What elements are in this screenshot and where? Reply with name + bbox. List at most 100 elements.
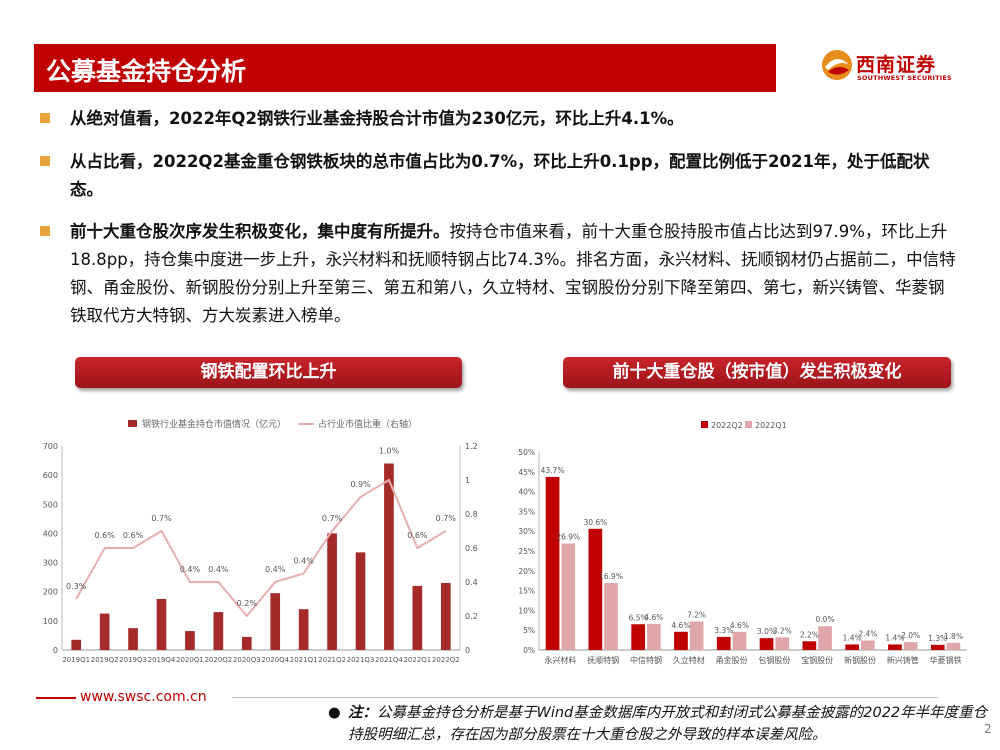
y-left-tick-label: 700: [43, 442, 58, 451]
bar-label-2022q1: 2.0%: [901, 631, 920, 640]
x-tick-label: 2021Q1: [290, 656, 318, 664]
bullet-1: 从绝对值看，2022年Q2钢铁行业基金持股合计市值为230亿元，环比上升4.1%…: [40, 105, 960, 133]
x-tick-label: 2021Q3: [347, 656, 375, 664]
x-tick-label: 2020Q2: [204, 656, 232, 664]
x-tick-label: 2019Q4: [148, 656, 176, 664]
line-data-label: 0.9%: [350, 480, 371, 489]
x-tick-label: 2019Q1: [62, 656, 90, 664]
line-data-label: 0.4%: [293, 557, 314, 566]
x-tick-label: 2020Q4: [261, 656, 289, 664]
x-tick-label: 新兴铸管: [887, 655, 919, 665]
legend-label-bars: 钢铁行业基金持仓市值情况（亿元）: [142, 418, 286, 430]
y-right-tick-label: 0.6: [465, 544, 478, 553]
line-data-label: 0.6%: [123, 531, 144, 540]
bar-2022q2: [631, 624, 645, 650]
line-data-label: 0.2%: [237, 599, 258, 608]
x-tick-label: 2021Q2: [318, 656, 346, 664]
bar-holding-value: [327, 533, 337, 650]
bar-2022q2: [802, 641, 817, 650]
bar-label-2022q1: 3.2%: [773, 626, 792, 635]
logo-subtitle: SOUTHWEST SECURITIES: [857, 74, 952, 82]
bar-2022q2: [716, 636, 731, 650]
bar-holding-value: [440, 582, 451, 650]
bar-label-2022q2: 2.2%: [800, 630, 819, 639]
line-data-label: 0.4%: [265, 565, 286, 574]
y-tick-label: 30%: [518, 527, 535, 536]
bar-2022q1: [604, 583, 618, 650]
bar-holding-value: [213, 612, 224, 650]
bar-label-2022q2: 6.5%: [629, 613, 648, 622]
y-tick-label: 5%: [523, 626, 535, 635]
bar-label-2022q1: 2.4%: [858, 629, 877, 638]
y-right-tick-label: 0.4: [465, 578, 478, 587]
y-left-tick-label: 500: [43, 500, 58, 509]
bullet-1-bold: 从绝对值看，2022年Q2钢铁行业基金持股合计市值为230亿元，环比上升4.1%…: [70, 109, 684, 128]
y-right-tick-label: 1.2: [465, 442, 478, 451]
bar-2022q1: [861, 640, 875, 650]
bar-holding-value: [298, 609, 309, 650]
bar-holding-value: [99, 613, 110, 650]
bar-holding-value: [355, 552, 366, 650]
bar-2022q1: [689, 621, 704, 650]
x-tick-label: 永兴材料: [544, 655, 576, 665]
x-tick-label: 宝钢股份: [801, 655, 833, 665]
bar-2022q1: [903, 642, 918, 650]
bar-2022q1: [647, 623, 661, 650]
bar-2022q2: [545, 476, 560, 650]
page-title: 公募基金持仓分析: [46, 57, 247, 86]
bar-2022q2: [759, 638, 774, 650]
bullet-square-icon: [40, 113, 50, 123]
bar-label-2022q1: 16.9%: [599, 572, 623, 581]
left-chart-title: 钢铁配置环比上升: [75, 357, 462, 388]
y-left-tick-label: 100: [43, 617, 58, 626]
bar-holding-value: [156, 599, 167, 650]
y-right-tick-label: 1: [465, 476, 470, 485]
legend-swatch-bars: [128, 420, 137, 427]
x-tick-label: 久立特材: [673, 655, 705, 665]
x-tick-label: 2022Q1: [403, 656, 431, 664]
y-right-tick-label: 0.8: [465, 510, 478, 519]
line-data-label: 0.4%: [180, 565, 201, 574]
bar-2022q2: [588, 528, 603, 650]
y-left-tick-label: 200: [43, 588, 58, 597]
left-chart: 钢铁行业基金持仓市值情况（亿元） 占行业市值比重（右轴） 0 100 200 300 400…: [43, 418, 478, 664]
note-bullet-icon: ●: [328, 705, 341, 721]
x-tick-label: 抚顺特钢: [587, 655, 619, 665]
right-chart: 2022Q2 2022Q1 0% 5% 10% 15% 20% 25% 30% 35% 40% 45%…: [518, 421, 967, 665]
bar-label-2022q2: 3.0%: [757, 627, 776, 636]
x-tick-label: 甬金股份: [716, 655, 748, 665]
bullet-square-icon: [40, 156, 50, 166]
bar-2022q1: [946, 642, 961, 650]
y-tick-label: 0%: [523, 646, 535, 655]
x-tick-label: 2019Q3: [119, 656, 147, 664]
note-text: 公募基金持仓分析是基于Wind基金数据库内开放式和封闭式公募基金披露的2022年…: [348, 705, 988, 743]
bar-label-2022q1: 4.6%: [730, 621, 749, 630]
y-left-tick-label: 0: [53, 646, 58, 655]
logo-name: 西南证券: [856, 54, 937, 76]
bar-label-2022q2: 4.6%: [671, 621, 690, 630]
y-tick-label: 10%: [518, 606, 535, 615]
line-data-label: 0.7%: [436, 514, 457, 523]
y-tick-label: 15%: [518, 587, 535, 596]
legend-label-q1: 2022Q1: [755, 421, 787, 430]
legend-label-q2: 2022Q2: [711, 421, 743, 430]
bar-label-2022q2: 1.4%: [843, 633, 862, 642]
line-data-label: 1.0%: [379, 446, 400, 455]
bar-holding-value: [384, 463, 394, 650]
bar-label-2022q2: 1.3%: [928, 634, 947, 643]
x-tick-label: 中信特钢: [630, 655, 662, 665]
bar-holding-value: [241, 636, 252, 650]
legend-label-line: 占行业市值比重（右轴）: [318, 418, 417, 430]
bar-holding-value: [185, 631, 195, 650]
y-left-tick-label: 400: [43, 529, 58, 538]
footer-url[interactable]: www.swsc.com.cn: [80, 689, 207, 705]
y-right-tick-label: 0.2: [465, 612, 478, 621]
bar-holding-value: [270, 593, 281, 650]
x-tick-label: 2022Q2: [432, 656, 460, 664]
bar-2022q1: [561, 543, 576, 650]
bullet-2-bold: 从占比看，2022Q2基金重仓钢铁板块的总市值占比为0.7%，环比上升0.1pp…: [70, 152, 930, 199]
bullet-3-text: 按持仓市值来看，前十大重仓股持股市值占比达到97.9%，环比上升18.8pp，持…: [70, 222, 956, 325]
line-data-label: 0.7%: [322, 514, 343, 523]
legend-swatch-q1: [745, 421, 752, 428]
x-tick-label: 2020Q1: [176, 656, 204, 664]
